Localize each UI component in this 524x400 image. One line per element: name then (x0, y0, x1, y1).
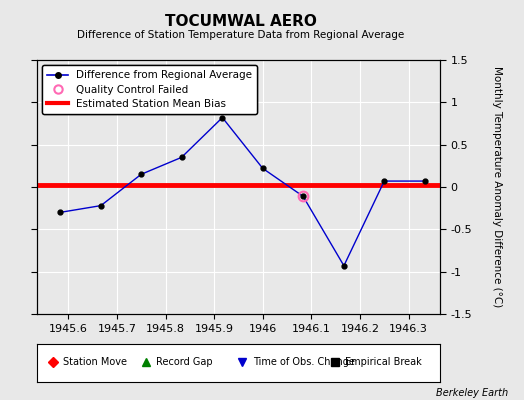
Text: Station Move: Station Move (63, 357, 127, 367)
Text: Difference of Station Temperature Data from Regional Average: Difference of Station Temperature Data f… (78, 30, 405, 40)
Y-axis label: Monthly Temperature Anomaly Difference (°C): Monthly Temperature Anomaly Difference (… (492, 66, 501, 308)
Text: Record Gap: Record Gap (156, 357, 212, 367)
Text: Berkeley Earth: Berkeley Earth (436, 388, 508, 398)
Text: TOCUMWAL AERO: TOCUMWAL AERO (165, 14, 317, 29)
Text: Empirical Break: Empirical Break (345, 357, 422, 367)
Legend: Difference from Regional Average, Quality Control Failed, Estimated Station Mean: Difference from Regional Average, Qualit… (42, 65, 257, 114)
Text: Time of Obs. Change: Time of Obs. Change (253, 357, 354, 367)
